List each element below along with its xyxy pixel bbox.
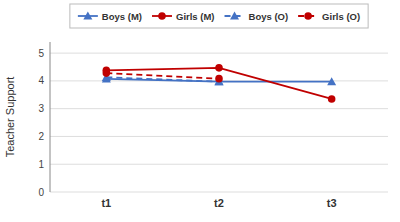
legend-label: Boys (M) [102,11,142,22]
grid [50,53,388,192]
y-tick-label: 0 [38,187,44,198]
series [102,74,336,85]
series [103,64,336,103]
chart: 0 1 2 3 4 5 Teacher Support t1 t2 t3 Boys (M) Girls… [0,0,400,222]
point [328,95,336,103]
point [103,69,111,77]
x-tick-label: t3 [327,197,337,209]
y-axis-label: Teacher Support [4,77,16,158]
point [215,75,223,83]
legend-box [70,4,368,28]
series [102,73,224,86]
legend-label: Boys (O) [249,11,289,22]
y-tick-label: 2 [38,131,44,142]
legend-marker [304,12,312,20]
line [106,73,219,79]
legend: Boys (M) Girls (M) Boys (O) Girls (O) [70,4,368,28]
point [215,64,223,72]
y-axis-line [50,42,51,192]
x-tick-label: t1 [101,197,111,209]
y-tick-label: 1 [38,159,44,170]
legend-label: Girls (O) [322,11,360,22]
y-tick-label: 5 [38,48,44,59]
legend-marker [158,12,166,20]
grid-line [50,53,388,54]
y-tick-label: 3 [38,103,44,114]
grid-line [50,108,388,109]
plot-area [102,64,336,103]
legend-marker [230,12,239,20]
point [327,77,336,85]
grid-line [50,192,388,193]
line [106,68,331,99]
x-tick-label: t2 [214,197,224,209]
legend-marker [83,12,92,20]
y-tick-label: 4 [38,75,44,86]
grid-line [50,164,388,165]
series [103,69,223,82]
legend-label: Girls (M) [176,11,215,22]
grid-line [50,136,388,137]
